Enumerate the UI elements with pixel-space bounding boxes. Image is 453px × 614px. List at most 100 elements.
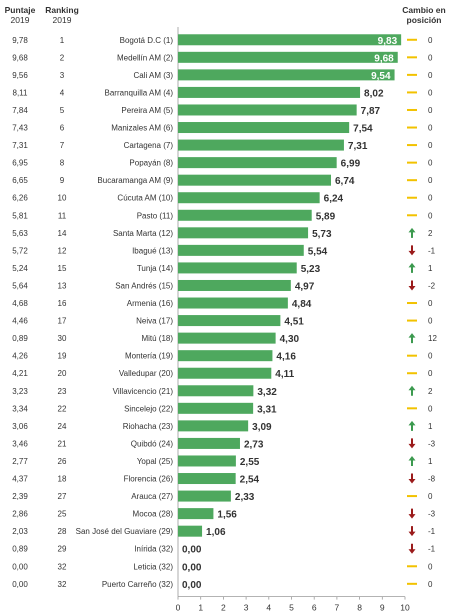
chart-row: 2,39 27 Arauca (27) 2,33 0 (12, 490, 433, 503)
city-label: Pasto (11) (137, 211, 174, 220)
position-change: 0 (428, 562, 433, 571)
score-2019: 3,34 (12, 404, 28, 413)
score-bar (178, 192, 320, 204)
position-change: 0 (428, 53, 433, 62)
chart-row: 6,95 8 Popayán (8) 6,99 0 (12, 157, 433, 170)
city-label: Popayán (8) (129, 159, 173, 168)
score-bar (178, 104, 357, 116)
score-bar (178, 350, 273, 362)
score-bar (178, 262, 297, 274)
arrow-down-icon (408, 438, 416, 449)
bar-value-label: 2,55 (240, 457, 260, 468)
score-2019: 8,11 (13, 88, 29, 97)
position-change: 1 (428, 422, 433, 431)
no-change-icon (407, 372, 417, 375)
rank-2019: 18 (58, 475, 67, 484)
arrow-down-icon (408, 508, 416, 519)
city-label: Riohacha (23) (123, 422, 174, 431)
score-bar (178, 490, 231, 502)
score-bar (178, 86, 361, 98)
score-2019: 4,46 (12, 317, 28, 326)
bar-value-label: 9,68 (374, 53, 394, 64)
city-label: Florencia (26) (124, 475, 174, 484)
score-2019: 0,00 (12, 562, 28, 571)
no-change-icon (407, 161, 417, 164)
score-2019: 0,89 (12, 334, 28, 343)
chart-row: 4,26 19 Montería (19) 4,16 0 (12, 350, 433, 363)
score-bar (178, 174, 331, 186)
bar-value-label: 7,87 (361, 106, 381, 117)
arrow-down-icon (408, 245, 416, 256)
chart-row: 0,89 30 Mitú (18) 4,30 12 (12, 332, 437, 345)
rank-2019: 17 (58, 317, 67, 326)
score-2019: 5,63 (12, 229, 28, 238)
no-change-icon (407, 91, 417, 94)
chart-row: 6,26 10 Cúcuta AM (10) 6,24 0 (12, 192, 433, 205)
score-2019: 5,64 (12, 281, 28, 290)
position-change: 1 (428, 457, 433, 466)
rank-2019: 9 (60, 176, 65, 185)
chart-row: 5,63 14 Santa Marta (12) 5,73 2 (12, 227, 433, 240)
bar-value-label: 6,99 (341, 159, 361, 170)
bar-value-label: 8,02 (364, 88, 384, 99)
chart-row: 9,56 3 Cali AM (3) 9,54 0 (12, 69, 433, 82)
city-label: Arauca (27) (131, 492, 173, 501)
arrow-down-icon (408, 543, 416, 554)
no-change-icon (407, 38, 417, 41)
rank-2019: 30 (58, 334, 67, 343)
city-label: Sincelejo (22) (124, 404, 173, 413)
rank-2019: 10 (58, 194, 67, 203)
position-change: 2 (428, 229, 433, 238)
rank-2019: 26 (58, 457, 67, 466)
score-2019: 0,89 (12, 545, 28, 554)
position-change: 0 (428, 352, 433, 361)
position-change: -2 (428, 281, 436, 290)
arrow-up-icon (408, 227, 416, 238)
axis-layer: 0 1 2 3 4 5 6 7 8 9 10 (176, 27, 410, 613)
score-2019: 4,21 (12, 369, 28, 378)
bar-value-label: 6,24 (324, 194, 344, 205)
rank-2019: 1 (60, 36, 65, 45)
rank-2019: 23 (58, 387, 67, 396)
city-label: Manizales AM (6) (111, 124, 173, 133)
chart-row: 3,06 24 Riohacha (23) 3,09 1 (12, 420, 433, 433)
chart-row: 9,68 2 Medellín AM (2) 9,68 0 (12, 51, 433, 64)
city-label: Mocoa (28) (133, 510, 174, 519)
chart-row: 4,21 20 Valledupar (20) 4,11 0 (12, 367, 433, 380)
city-label: Medellín AM (2) (117, 53, 173, 62)
rank-2019: 24 (58, 422, 67, 431)
x-tick-label: 7 (335, 603, 340, 613)
position-change: 0 (428, 159, 433, 168)
score-bar (178, 315, 281, 327)
rank-2019: 20 (58, 369, 67, 378)
city-label: Mitú (18) (141, 334, 173, 343)
position-change: -1 (428, 527, 436, 536)
x-tick-label: 10 (400, 603, 410, 613)
bar-value-label: 4,30 (280, 334, 300, 345)
rank-2019: 8 (60, 159, 65, 168)
city-label: Cúcuta AM (10) (117, 194, 173, 203)
rank-2019: 7 (60, 141, 65, 150)
change-header-line2: posición (407, 15, 442, 25)
position-change: 0 (428, 404, 433, 413)
position-change: 0 (428, 580, 433, 589)
chart-row: 9,78 1 Bogotá D.C (1) 9,83 0 (12, 34, 433, 47)
position-change: -3 (428, 510, 436, 519)
city-label: Armenia (16) (127, 299, 174, 308)
x-tick-label: 2 (221, 603, 226, 613)
city-label: San Andrés (15) (115, 281, 173, 290)
no-change-icon (407, 319, 417, 322)
city-label: Yopal (25) (137, 457, 174, 466)
score-2019: 5,24 (12, 264, 28, 273)
position-change: 0 (428, 71, 433, 80)
score-bar (178, 473, 236, 485)
score-2019: 0,00 (12, 580, 28, 589)
score-bar (178, 157, 337, 169)
score-2019: 6,65 (12, 176, 28, 185)
bar-value-label: 0,00 (182, 580, 202, 591)
chart-row: 7,43 6 Manizales AM (6) 7,54 0 (12, 122, 433, 135)
rows-layer: 9,78 1 Bogotá D.C (1) 9,83 0 9,68 2 Medellín AM… (12, 34, 437, 591)
chart-row: 2,77 26 Yopal (25) 2,55 1 (12, 455, 433, 468)
arrow-up-icon (408, 420, 416, 431)
x-tick-label: 9 (380, 603, 385, 613)
